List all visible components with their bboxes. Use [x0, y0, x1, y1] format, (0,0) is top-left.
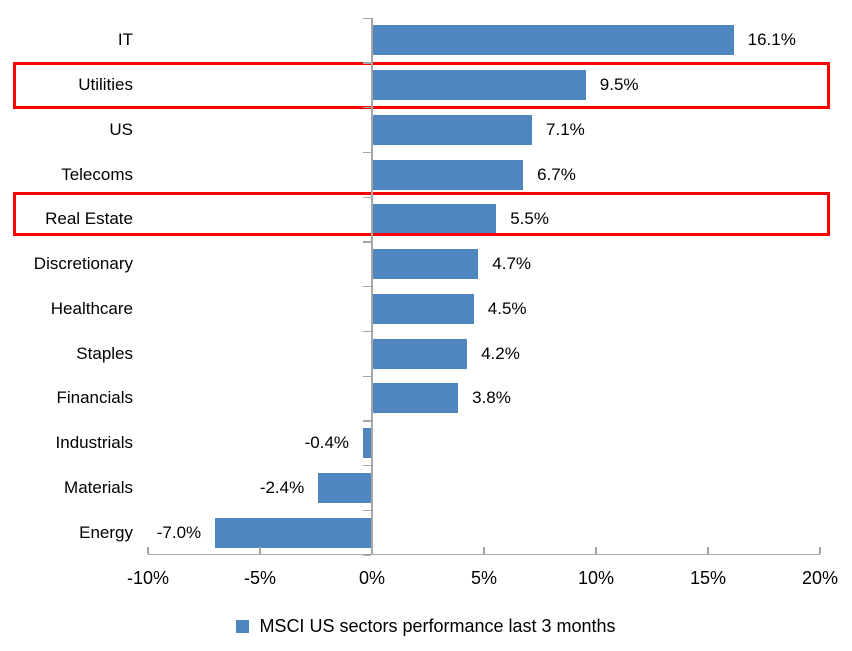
value-label: -7.0% — [156, 522, 202, 542]
category-axis-tick — [363, 107, 371, 109]
x-axis-tick — [259, 547, 261, 554]
x-axis-tick — [707, 547, 709, 554]
value-label: 4.5% — [487, 298, 527, 318]
x-axis-tick-label: 5% — [470, 568, 497, 588]
bar — [318, 472, 372, 503]
category-label: Industrials — [55, 433, 133, 453]
value-label: 5.5% — [510, 209, 549, 229]
category-label: IT — [117, 30, 133, 50]
x-axis-tick-label: -5% — [243, 568, 276, 588]
value-label: -0.4% — [304, 433, 350, 453]
x-axis-tick — [483, 547, 485, 554]
category-axis-tick — [363, 62, 371, 64]
category-axis-tick — [363, 286, 371, 288]
x-axis-tick-label: 20% — [801, 568, 839, 588]
category-label: Materials — [64, 477, 133, 497]
category-axis-tick — [363, 554, 371, 556]
bar — [373, 383, 459, 414]
value-label: 9.5% — [599, 75, 639, 95]
x-axis-tick — [147, 547, 149, 554]
category-axis-tick — [363, 196, 371, 198]
x-axis-tick-label: 0% — [358, 568, 385, 588]
x-axis-tick-label: 10% — [577, 568, 615, 588]
category-label: Financials — [56, 388, 133, 408]
category-axis-tick — [363, 17, 371, 19]
bar — [373, 249, 479, 280]
category-label: Staples — [76, 343, 133, 363]
category-axis-tick — [363, 465, 371, 467]
bar — [215, 517, 372, 548]
category-label: Energy — [79, 522, 133, 542]
category-label: US — [109, 119, 133, 139]
category-axis-tick — [363, 420, 371, 422]
bar — [373, 293, 474, 324]
x-axis-tick — [595, 547, 597, 554]
legend-marker-icon — [236, 619, 250, 633]
value-label: 16.1% — [747, 30, 796, 50]
bar — [373, 70, 586, 101]
value-label: 3.8% — [472, 388, 511, 408]
category-label: Telecoms — [61, 164, 133, 184]
category-label: Real Estate — [45, 209, 133, 229]
highlight-box — [13, 61, 830, 109]
category-axis-tick — [363, 330, 371, 333]
category-label: Healthcare — [50, 298, 133, 318]
category-axis-tick — [363, 151, 371, 154]
bar — [373, 204, 497, 235]
value-label: 7.1% — [546, 119, 585, 139]
bar — [373, 114, 533, 145]
category-label: Discretionary — [33, 254, 133, 274]
value-label: -2.4% — [259, 477, 305, 497]
x-axis-tick-label: -10% — [126, 568, 170, 588]
x-axis-tick — [819, 547, 821, 554]
value-label: 6.7% — [537, 164, 576, 184]
bar — [373, 159, 524, 190]
category-axis-tick — [363, 509, 371, 512]
value-label: 4.7% — [492, 254, 532, 274]
zero-axis-line — [370, 18, 373, 555]
legend: MSCI US sectors performance last 3 month… — [0, 611, 852, 641]
bar — [373, 25, 734, 56]
x-axis-tick — [371, 547, 373, 554]
bar — [363, 428, 372, 459]
legend-label: MSCI US sectors performance last 3 month… — [259, 615, 616, 636]
x-axis-tick-label: 15% — [689, 568, 727, 588]
category-axis-tick — [363, 375, 371, 377]
value-label: 4.2% — [481, 343, 520, 363]
bar — [373, 338, 468, 369]
category-axis-tick — [363, 241, 371, 243]
x-axis-line — [148, 553, 820, 556]
highlight-box — [13, 192, 830, 236]
category-label: Utilities — [78, 75, 133, 95]
